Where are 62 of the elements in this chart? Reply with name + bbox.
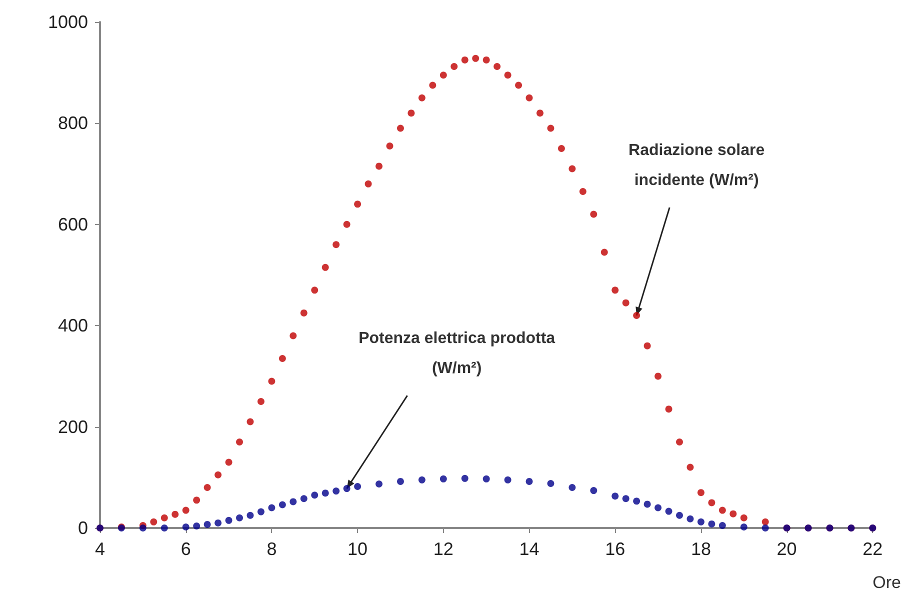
x-tick-label: 14 <box>519 539 540 559</box>
point <box>332 488 340 495</box>
point <box>686 515 694 522</box>
y-tick-label: 0 <box>78 518 88 538</box>
point <box>612 492 619 500</box>
point <box>482 475 490 482</box>
point <box>461 474 468 482</box>
point <box>182 523 190 530</box>
point <box>440 475 447 482</box>
point <box>193 522 200 530</box>
point <box>622 495 630 502</box>
x-tick-label: 12 <box>433 539 454 559</box>
point <box>290 498 297 506</box>
x-axis-title: Ore <box>872 573 902 592</box>
point <box>376 480 383 488</box>
annotation: Radiazione solare incidente (W/m²) <box>628 142 765 189</box>
x-tick-label: 16 <box>605 539 626 559</box>
x-tick-label: 22 <box>862 539 883 559</box>
point <box>697 518 704 526</box>
x-tick-label: 8 <box>266 539 277 559</box>
point <box>568 484 576 492</box>
point <box>547 480 554 487</box>
y-tick-label: 600 <box>58 214 88 234</box>
point <box>268 504 276 512</box>
point <box>139 524 146 532</box>
point <box>204 520 211 528</box>
point <box>225 516 232 524</box>
y-tick-label: 800 <box>58 113 88 134</box>
point <box>708 520 716 528</box>
point <box>740 523 748 530</box>
point <box>418 476 426 484</box>
x-tick-label: 18 <box>690 539 711 559</box>
point <box>665 508 672 515</box>
point <box>278 501 286 508</box>
point <box>322 490 329 497</box>
x-tick-label: 10 <box>348 539 368 559</box>
point <box>644 500 651 508</box>
point <box>311 492 318 499</box>
point <box>257 508 264 516</box>
y-tick-label: 200 <box>58 416 88 437</box>
point <box>676 512 683 519</box>
point <box>504 476 512 484</box>
point <box>654 504 662 512</box>
y-tick-label: 1000 <box>48 12 88 32</box>
point <box>343 485 350 492</box>
point <box>633 498 640 505</box>
point <box>590 487 598 494</box>
point <box>718 522 726 529</box>
point <box>526 478 533 485</box>
point <box>396 478 404 485</box>
x-tick-label: 4 <box>94 539 106 559</box>
point <box>762 524 769 532</box>
point <box>300 495 308 502</box>
annotation: Potenza elettrica prodotta (W/m²) <box>358 330 556 378</box>
point <box>354 483 362 490</box>
x-tick-label: 20 <box>776 539 797 559</box>
x-tick-label: 6 <box>180 539 191 559</box>
point <box>236 514 244 522</box>
y-tick-label: 400 <box>58 316 88 336</box>
point <box>214 519 222 526</box>
point <box>246 512 254 519</box>
point <box>160 524 168 532</box>
